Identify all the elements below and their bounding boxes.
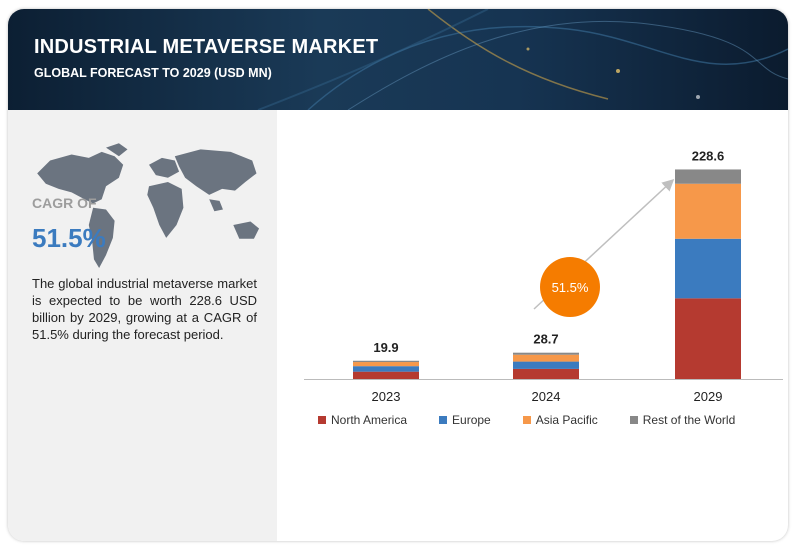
- legend-label: Europe: [452, 413, 491, 427]
- legend-swatch: [439, 416, 448, 424]
- legend-item-asia-pacific: Asia Pacific: [522, 413, 598, 427]
- header-banner: INDUSTRIAL METAVERSE MARKET GLOBAL FOREC…: [8, 9, 788, 110]
- bar-segment-2029-rest-of-the-world: [675, 169, 741, 184]
- legend-label: Rest of the World: [642, 413, 736, 427]
- cagr-badge: [540, 257, 600, 317]
- legend-swatch: [522, 416, 531, 424]
- bar-segment-2029-north-america: [675, 298, 741, 379]
- market-description: The global industrial metaverse market i…: [32, 276, 257, 342]
- legend-item-north-america: North America: [318, 413, 407, 427]
- legend-swatch: [629, 416, 638, 424]
- x-tick-label-2024: 2024: [532, 389, 561, 404]
- world-map-icon: [37, 143, 260, 268]
- cagr-label: CAGR OF: [32, 195, 97, 211]
- legend-item-europe: Europe: [439, 413, 491, 427]
- bar-segment-2024-europe: [513, 361, 579, 369]
- x-tick-label-2023: 2023: [372, 389, 401, 404]
- bar-segment-2023-asia-pacific: [353, 362, 419, 367]
- infographic-card: INDUSTRIAL METAVERSE MARKET GLOBAL FOREC…: [8, 9, 788, 541]
- cagr-badge-label: 51.5%: [552, 280, 589, 295]
- stacked-bar-chart: 19.9 2023 28.7 2024 228.6 2029 51.5%: [304, 148, 783, 404]
- bar-segment-2029-asia-pacific: [675, 183, 741, 239]
- bar-segment-2023-rest-of-the-world: [353, 360, 419, 363]
- bar-segment-2024-north-america: [513, 368, 579, 379]
- chart-legend: North America Europe Asia Pacific Rest of t…: [318, 413, 735, 427]
- legend-item-rest-of-the-world: Rest of the World: [629, 413, 736, 427]
- total-label-2023: 19.9: [373, 340, 398, 355]
- bar-segment-2024-rest-of-the-world: [513, 352, 579, 355]
- x-tick-label-2029: 2029: [694, 389, 723, 404]
- bar-segment-2023-europe: [353, 366, 419, 372]
- total-label-2024: 28.7: [533, 332, 558, 347]
- bar-segment-2023-north-america: [353, 371, 419, 379]
- cagr-value: 51.5%: [32, 223, 106, 253]
- page-subtitle: GLOBAL FORECAST TO 2029 (USD MN): [34, 66, 272, 80]
- bar-segment-2029-europe: [675, 238, 741, 299]
- header-light-streaks: [257, 9, 788, 110]
- legend-label: North America: [331, 413, 408, 427]
- legend-swatch: [318, 416, 326, 424]
- legend-label: Asia Pacific: [535, 413, 598, 427]
- bar-segment-2024-asia-pacific: [513, 354, 579, 362]
- page-title: INDUSTRIAL METAVERSE MARKET: [34, 36, 379, 58]
- decorative-layer: [37, 143, 260, 268]
- total-label-2029: 228.6: [692, 148, 725, 163]
